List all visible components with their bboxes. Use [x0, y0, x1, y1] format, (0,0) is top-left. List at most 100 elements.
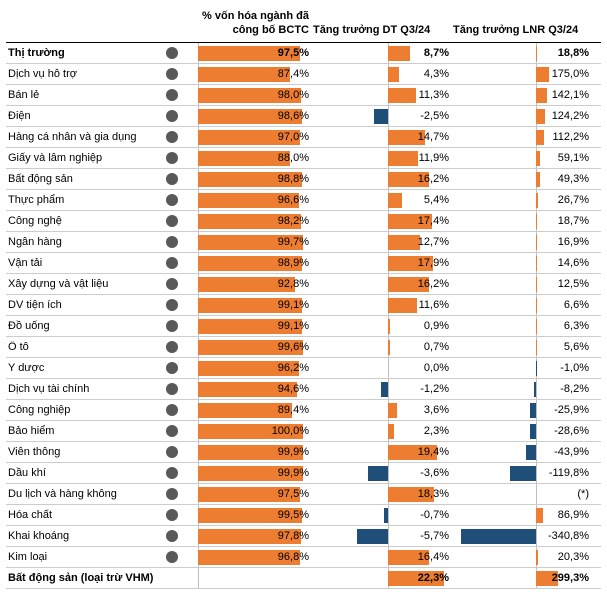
- bar-cell: 14,6%: [453, 253, 593, 273]
- bar-value-label: 98,9%: [278, 253, 309, 273]
- bar: [536, 193, 538, 208]
- bar-value-label: 0,9%: [424, 316, 449, 336]
- bar-value-label: 16,9%: [558, 232, 589, 252]
- bar-cell: 88,0%: [183, 148, 313, 168]
- dot-cell: [161, 299, 183, 311]
- bar-value-label: 11,6%: [419, 295, 449, 315]
- bar-value-label: 14,7%: [418, 127, 449, 147]
- row-label: Bất động sản (loại trừ VHM): [6, 572, 161, 584]
- bar-value-label: -8,2%: [560, 379, 589, 399]
- dot-icon: [166, 320, 178, 332]
- bar-value-label: 98,2%: [278, 211, 309, 231]
- row-label: Hàng cá nhân và gia dụng: [6, 131, 161, 143]
- bar: [534, 382, 536, 397]
- bar-cell: 16,2%: [313, 274, 453, 294]
- bar-value-label: (*): [577, 484, 589, 504]
- bar-value-label: 97,8%: [278, 526, 309, 546]
- dot-icon: [166, 551, 178, 563]
- bar-cell: -3,6%: [313, 463, 453, 483]
- bar-value-label: 99,6%: [278, 337, 309, 357]
- dot-icon: [166, 89, 178, 101]
- bar: [198, 151, 290, 166]
- dot-icon: [166, 215, 178, 227]
- bar-cell: -28,6%: [453, 421, 593, 441]
- bar: [530, 403, 536, 418]
- bar-value-label: 98,0%: [278, 85, 309, 105]
- bar: [381, 382, 388, 397]
- bar-value-label: 22,3%: [418, 568, 449, 588]
- dot-cell: [161, 320, 183, 332]
- row-label: Viễn thông: [6, 446, 161, 458]
- bar: [388, 67, 399, 82]
- dot-icon: [166, 488, 178, 500]
- dot-cell: [161, 68, 183, 80]
- bar-cell: 175,0%: [453, 64, 593, 84]
- bar-value-label: 99,7%: [278, 232, 309, 252]
- bar-cell: 98,9%: [183, 253, 313, 273]
- bar-cell: 96,2%: [183, 358, 313, 378]
- bar-cell: 97,8%: [183, 526, 313, 546]
- bar-cell: 99,7%: [183, 232, 313, 252]
- table-row: Xây dựng và vật liệu92,8%16,2%12,5%: [6, 274, 601, 295]
- bar: [536, 235, 537, 250]
- bar-value-label: 112,2%: [553, 127, 590, 147]
- dot-icon: [166, 341, 178, 353]
- bar-cell: -8,2%: [453, 379, 593, 399]
- dot-icon: [166, 404, 178, 416]
- table-row: DV tiện ích99,1%11,6%6,6%: [6, 295, 601, 316]
- bar: [374, 109, 388, 124]
- bar-cell: 8,7%: [313, 43, 453, 63]
- bar-value-label: 99,5%: [278, 505, 309, 525]
- dot-icon: [166, 278, 178, 290]
- bar-cell: 100,0%: [183, 421, 313, 441]
- bar: [536, 130, 544, 145]
- table-row: Bất động sản (loại trừ VHM)22,3%299,3%: [6, 568, 601, 589]
- row-label: Công nghệ: [6, 215, 161, 227]
- bar-value-label: 97,0%: [278, 127, 309, 147]
- dot-cell: [161, 236, 183, 248]
- bar: [384, 508, 388, 523]
- bar-cell: 49,3%: [453, 169, 593, 189]
- bar: [536, 151, 540, 166]
- bar-value-label: 96,6%: [278, 190, 309, 210]
- dot-cell: [161, 404, 183, 416]
- row-label: Hóa chất: [6, 509, 161, 521]
- dot-cell: [161, 194, 183, 206]
- table-row: Bất động sản98,8%16,2%49,3%: [6, 169, 601, 190]
- bar: [536, 172, 540, 187]
- bar-cell: 12,7%: [313, 232, 453, 252]
- bar-value-label: 2,3%: [424, 421, 449, 441]
- bar-value-label: 86,9%: [558, 505, 589, 525]
- bar-cell: 99,6%: [183, 337, 313, 357]
- table-row: Ngân hàng99,7%12,7%16,9%: [6, 232, 601, 253]
- row-label: Dầu khí: [6, 467, 161, 479]
- bar-cell: 59,1%: [453, 148, 593, 168]
- bar-cell: 99,1%: [183, 295, 313, 315]
- bar-value-label: -25,9%: [554, 400, 589, 420]
- dot-cell: [161, 383, 183, 395]
- bar: [388, 298, 417, 313]
- dot-icon: [166, 236, 178, 248]
- bar: [536, 550, 538, 565]
- bar-value-label: 96,8%: [278, 547, 309, 567]
- dot-icon: [166, 509, 178, 521]
- bar: [388, 46, 410, 61]
- row-label: Bán lẻ: [6, 89, 161, 101]
- bar-value-label: 142,1%: [552, 85, 589, 105]
- table-row: Thị trường97,5%8,7%18,8%: [6, 43, 601, 64]
- header-col1: % vốn hóa ngành đã công bố BCTC: [183, 6, 313, 42]
- table-row: Điện98,6%-2,5%124,2%: [6, 106, 601, 127]
- dot-icon: [166, 152, 178, 164]
- bar-value-label: 5,6%: [564, 337, 589, 357]
- bar-value-label: 6,3%: [564, 316, 589, 336]
- bar-cell: 98,6%: [183, 106, 313, 126]
- bar-value-label: -28,6%: [554, 421, 589, 441]
- bar-cell: [183, 568, 313, 588]
- bar-value-label: 18,3%: [418, 484, 449, 504]
- bar-value-label: 89,4%: [278, 400, 309, 420]
- bar: [357, 529, 388, 544]
- bar: [388, 151, 418, 166]
- dot-icon: [166, 47, 178, 59]
- table-row: Công nghiệp89,4%3,6%-25,9%: [6, 400, 601, 421]
- bar-cell: 96,8%: [183, 547, 313, 567]
